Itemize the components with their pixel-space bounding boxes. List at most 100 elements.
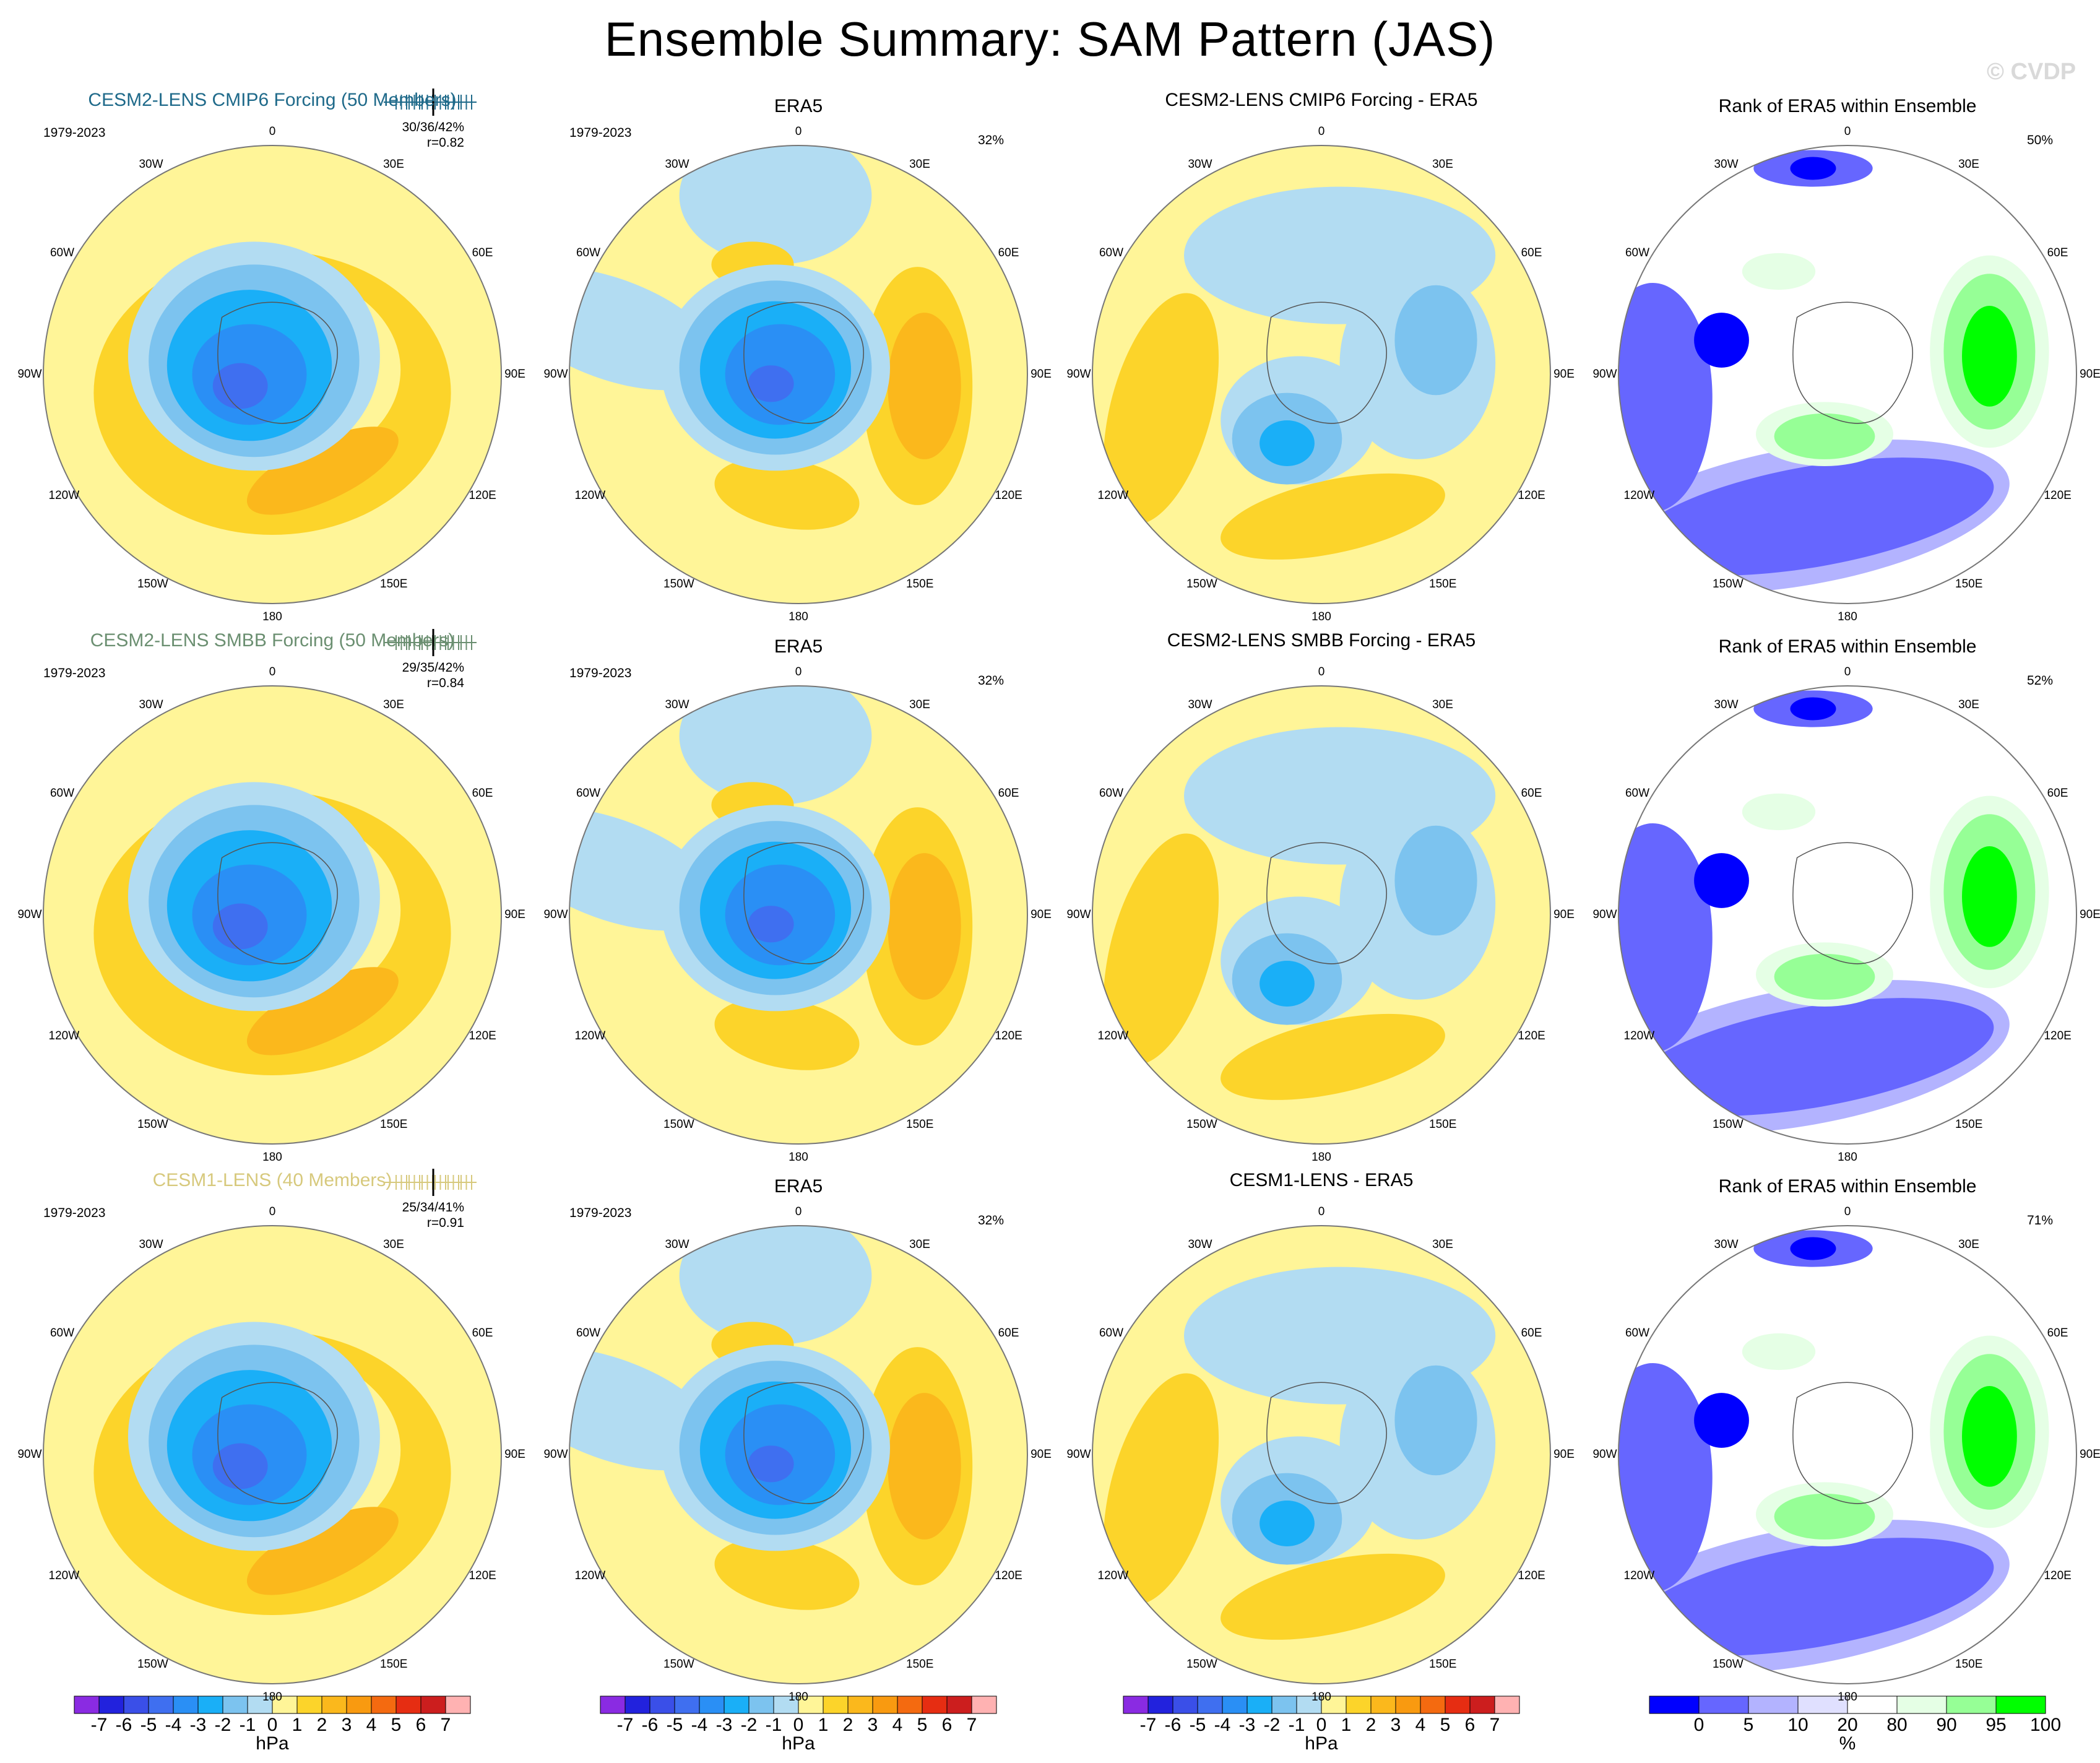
longitude-label: 0 bbox=[1318, 665, 1325, 678]
colorbar-tick-label: -3 bbox=[1238, 1715, 1256, 1735]
colorbar-tick-label: 7 bbox=[1489, 1715, 1500, 1735]
colorbar-swatch bbox=[1172, 1696, 1198, 1714]
longitude-label: 0 bbox=[795, 125, 802, 138]
longitude-label: 120E bbox=[469, 1569, 496, 1582]
longitude-label: 150E bbox=[906, 1118, 934, 1132]
obs-pct: 32% bbox=[978, 674, 1005, 688]
longitude-label: 30E bbox=[909, 1237, 930, 1251]
colorbar-swatch bbox=[922, 1696, 948, 1714]
colorbar-tick-label: -7 bbox=[1139, 1715, 1157, 1735]
map-boundary bbox=[1618, 685, 2077, 1145]
longitude-label: 30E bbox=[383, 157, 404, 171]
colorbar-swatch bbox=[1197, 1696, 1223, 1714]
colorbar-swatch bbox=[395, 1696, 421, 1714]
longitude-label: 30E bbox=[383, 698, 404, 711]
obs-panel-title: ERA5 bbox=[774, 96, 823, 116]
colorbar-tick-label: -7 bbox=[90, 1715, 108, 1735]
longitude-label: 120E bbox=[995, 1569, 1022, 1582]
coastline bbox=[1266, 842, 1387, 964]
map-boundary bbox=[1618, 145, 2077, 604]
longitude-label: 120E bbox=[2044, 1029, 2072, 1042]
colorbar-swatch bbox=[724, 1696, 750, 1714]
rank-panel-title: Rank of ERA5 within Ensemble bbox=[1718, 1176, 1977, 1197]
coastline bbox=[217, 842, 338, 964]
longitude-label: 120W bbox=[574, 1029, 606, 1042]
model-map-r1 bbox=[43, 686, 501, 1144]
longitude-label: 90W bbox=[1592, 368, 1617, 381]
coastline bbox=[217, 1382, 338, 1504]
longitude-label: 180 bbox=[1311, 610, 1331, 623]
coastline bbox=[1266, 301, 1387, 424]
colorbar-tick-label: 80 bbox=[1886, 1715, 1908, 1735]
rank-pct: 71% bbox=[2027, 1213, 2054, 1228]
colorbar-swatch bbox=[699, 1696, 725, 1714]
colorbar-tick-label: -6 bbox=[1164, 1715, 1182, 1735]
longitude-label: 60E bbox=[472, 1327, 493, 1340]
colorbar-swatch bbox=[971, 1696, 997, 1714]
longitude-label: 60W bbox=[576, 1327, 601, 1340]
colorbar-tick-label: -2 bbox=[1263, 1715, 1281, 1735]
longitude-label: 60E bbox=[472, 787, 493, 800]
longitude-label: 60W bbox=[1099, 246, 1124, 259]
longitude-label: 120E bbox=[2044, 1569, 2072, 1582]
colorbar-swatch bbox=[445, 1696, 471, 1714]
longitude-label: 150W bbox=[663, 578, 694, 591]
longitude-label: 90W bbox=[1066, 908, 1091, 921]
period-label: 1979-2023 bbox=[569, 126, 632, 140]
colorbar-tick-label: 5 bbox=[1743, 1715, 1754, 1735]
colorbar-swatch bbox=[1847, 1696, 1898, 1714]
longitude-label: 0 bbox=[795, 1205, 802, 1218]
longitude-label: 30E bbox=[1958, 157, 1979, 171]
longitude-label: 150E bbox=[1955, 578, 1983, 591]
colorbar-tick-label: 4 bbox=[1415, 1715, 1426, 1735]
obs-map-r0 bbox=[569, 145, 1027, 604]
longitude-label: 120E bbox=[1518, 489, 1545, 502]
colorbar-tick-label: 2 bbox=[1365, 1715, 1376, 1735]
period-label: 1979-2023 bbox=[43, 1206, 106, 1220]
longitude-label: 90E bbox=[1553, 1448, 1575, 1461]
longitude-label: 30W bbox=[1714, 157, 1739, 171]
stats-line1: 25/34/41% bbox=[402, 1200, 464, 1215]
obs-pct: 32% bbox=[978, 1213, 1005, 1228]
obs-pct: 32% bbox=[978, 133, 1005, 147]
longitude-label: 90W bbox=[543, 1448, 568, 1461]
diff-map-r1 bbox=[1092, 686, 1550, 1144]
colorbar-swatch bbox=[1649, 1696, 1700, 1714]
colorbar-tick-label: 4 bbox=[892, 1715, 903, 1735]
colorbar-swatch bbox=[1370, 1696, 1396, 1714]
longitude-label: 120E bbox=[1518, 1029, 1545, 1042]
colorbar-tick-label: 3 bbox=[341, 1715, 352, 1735]
longitude-label: 180 bbox=[262, 610, 282, 623]
colorbar-swatch bbox=[272, 1696, 298, 1714]
longitude-label: 90E bbox=[2080, 908, 2100, 921]
rank-map-r1 bbox=[1618, 686, 2076, 1144]
colorbar-swatch bbox=[1946, 1696, 1997, 1714]
diff-map-r0 bbox=[1092, 145, 1550, 604]
longitude-label: 90E bbox=[504, 1448, 525, 1461]
longitude-label: 120E bbox=[1518, 1569, 1545, 1582]
colorbar-tick-label: 3 bbox=[1390, 1715, 1401, 1735]
longitude-label: 90E bbox=[2080, 1448, 2100, 1461]
longitude-label: 90W bbox=[17, 368, 42, 381]
longitude-label: 150W bbox=[1186, 1118, 1217, 1132]
longitude-label: 90E bbox=[1553, 368, 1575, 381]
coastline bbox=[1266, 1382, 1387, 1504]
longitude-label: 150W bbox=[663, 1658, 694, 1671]
longitude-label: 120W bbox=[1097, 489, 1129, 502]
longitude-label: 90W bbox=[1066, 368, 1091, 381]
longitude-label: 30E bbox=[909, 698, 930, 711]
colorbar-tick-label: 5 bbox=[1440, 1715, 1451, 1735]
rank-map-r0 bbox=[1618, 145, 2076, 604]
longitude-label: 30E bbox=[909, 157, 930, 171]
colorbar-swatch bbox=[649, 1696, 675, 1714]
longitude-label: 0 bbox=[1318, 125, 1325, 138]
colorbar-tick-label: -3 bbox=[715, 1715, 733, 1735]
longitude-label: 60E bbox=[998, 787, 1019, 800]
longitude-label: 90E bbox=[504, 368, 525, 381]
map-boundary bbox=[1092, 1225, 1551, 1684]
colorbar-swatch bbox=[1896, 1696, 1947, 1714]
longitude-label: 60W bbox=[50, 1327, 75, 1340]
colorbar-tick-label: 7 bbox=[440, 1715, 451, 1735]
colorbar-tick-label: -5 bbox=[1189, 1715, 1206, 1735]
longitude-label: 0 bbox=[795, 665, 802, 678]
